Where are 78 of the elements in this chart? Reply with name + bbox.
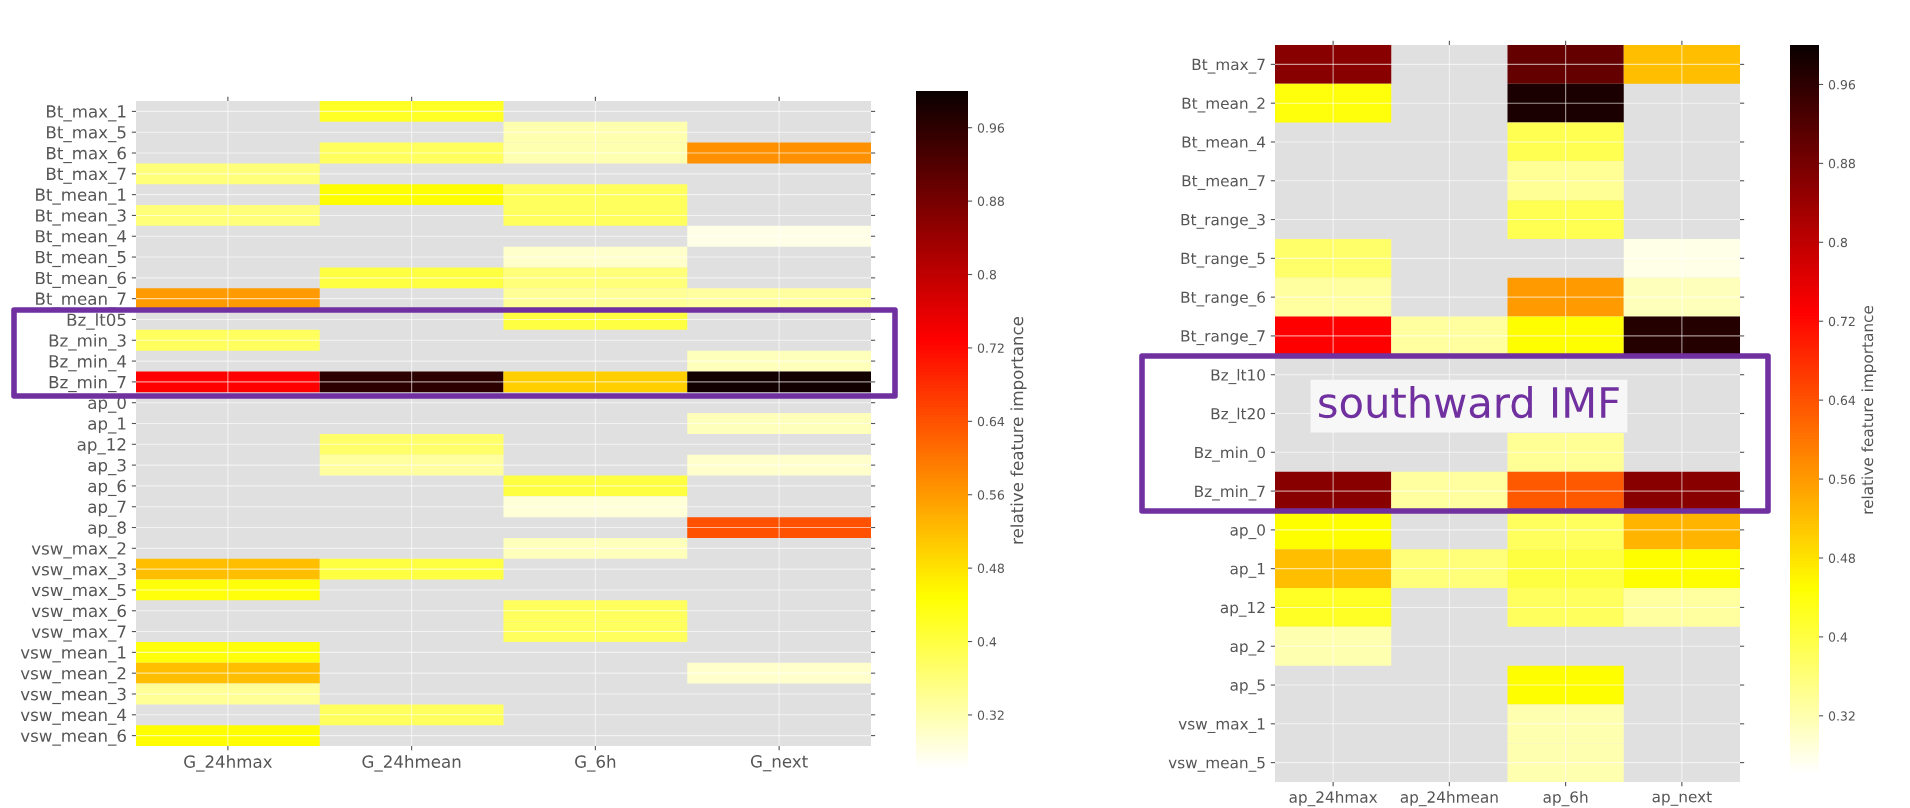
y-tick-label: ap_8	[88, 521, 126, 538]
y-tick-label: Bt_max_7	[47, 167, 126, 184]
y-tick-label: Bt_mean_7	[1182, 175, 1265, 190]
y-tick-label: vsw_max_7	[31, 625, 126, 642]
y-tick-label: vsw_max_3	[31, 562, 126, 580]
color-bar-label: 0.32	[977, 710, 1004, 720]
y-tick-label: Bt_range_6	[1181, 291, 1266, 307]
y-tick-label: Bz_min_3	[49, 333, 126, 351]
color-bar-label: 0.48	[977, 563, 1004, 574]
y-tick-label: Bt_range_7	[1181, 330, 1265, 346]
y-tick-label: Bz_lt20	[1211, 407, 1265, 423]
y-tick-label: Bt_mean_4	[1182, 136, 1266, 152]
y-tick-label: Bt_max_7	[1192, 58, 1265, 74]
x-tick-label: G_6h	[575, 755, 616, 772]
y-tick-label: Bz_lt10	[1211, 368, 1265, 385]
color-bar-label: 0.8	[1828, 237, 1848, 248]
color-bar-label: 0.96	[977, 123, 1005, 133]
y-tick-label: ap_0	[88, 396, 126, 413]
x-tick-label: ap_next	[1652, 791, 1712, 806]
y-tick-label: ap_1	[1230, 563, 1265, 578]
color-bar-label: 0.4	[977, 637, 997, 647]
y-tick-label: Bz_min_4	[49, 354, 127, 372]
x-tick-label: ap_24hmean	[1400, 791, 1498, 807]
color-bar-label: 0.72	[1828, 316, 1855, 327]
y-tick-label: vsw_mean_5	[1168, 757, 1265, 772]
y-tick-label: vsw_max_1	[1178, 718, 1265, 734]
y-tick-label: Bt_mean_6	[36, 271, 126, 288]
y-tick-label: Bt_max_1	[47, 105, 126, 122]
color-bar-label: 0.56	[1828, 474, 1856, 484]
color-bar-label: 0.96	[1828, 79, 1856, 90]
color-bar-title: relative feature importance	[1010, 316, 1027, 544]
y-tick-label: Bt_range_3	[1181, 213, 1265, 229]
color-bar-label: 0.8	[977, 269, 997, 280]
color-bar-label: 0.72	[977, 343, 1004, 353]
y-tick-label: ap_0	[1230, 524, 1265, 540]
y-tick-label: ap_12	[77, 438, 126, 455]
y-tick-label: Bz_lt05	[67, 313, 126, 330]
x-tick-label: G_24hmax	[184, 755, 272, 772]
x-tick-label: G_24hmean	[362, 755, 461, 772]
y-tick-label: ap_2	[1230, 640, 1265, 656]
y-tick-label: Bt_mean_1	[36, 188, 126, 205]
y-tick-label: Bt_mean_2	[1182, 97, 1265, 113]
color-bar-label: 0.56	[977, 490, 1005, 500]
y-tick-label: Bt_max_5	[47, 126, 126, 143]
y-tick-label: ap_12	[1220, 601, 1265, 617]
y-tick-label: vsw_max_5	[31, 583, 126, 600]
y-tick-label: Bt_mean_4	[36, 230, 127, 247]
y-tick-label: vsw_mean_3	[20, 687, 126, 705]
y-tick-label: ap_7	[88, 500, 126, 517]
color-bar-label: 0.32	[1828, 711, 1855, 721]
color-bar-label: 0.88	[1828, 158, 1855, 169]
y-tick-label: vsw_mean_6	[20, 729, 126, 746]
color-bar-label: 0.48	[1828, 553, 1855, 563]
color-bar-label: 0.4	[1828, 632, 1848, 642]
y-tick-label: Bt_mean_5	[36, 251, 126, 268]
color-bar-label: 0.88	[977, 196, 1004, 207]
color-bar-label: 0.64	[1828, 395, 1856, 406]
y-tick-label: vsw_mean_2	[20, 666, 126, 684]
annotation: southward IMF	[1319, 385, 1619, 419]
y-tick-label: Bz_min_0	[1195, 446, 1265, 462]
y-tick-label: ap_5	[1230, 679, 1265, 695]
y-tick-label: vsw_max_6	[31, 604, 126, 621]
x-tick-label: G_next	[750, 755, 808, 772]
y-tick-label: Bt_max_6	[47, 146, 126, 164]
x-tick-label: ap_24hmax	[1289, 791, 1378, 807]
y-tick-label: Bt_range_5	[1181, 252, 1265, 268]
color-bar-label: 0.64	[977, 416, 1005, 427]
y-tick-label: Bz_min_7	[1195, 485, 1265, 501]
y-tick-label: ap_3	[88, 458, 126, 476]
y-tick-label: Bt_mean_3	[36, 209, 126, 226]
y-tick-label: ap_6	[88, 479, 126, 497]
color-bar-title: relative feature importance	[1861, 305, 1877, 514]
x-tick-label: ap_6h	[1543, 791, 1588, 807]
y-tick-label: ap_1	[88, 417, 126, 434]
y-tick-label: Bz_min_7	[49, 375, 126, 393]
y-tick-label: vsw_mean_4	[20, 708, 127, 725]
y-tick-label: vsw_max_2	[31, 542, 126, 559]
y-tick-label: vsw_mean_1	[20, 646, 126, 663]
